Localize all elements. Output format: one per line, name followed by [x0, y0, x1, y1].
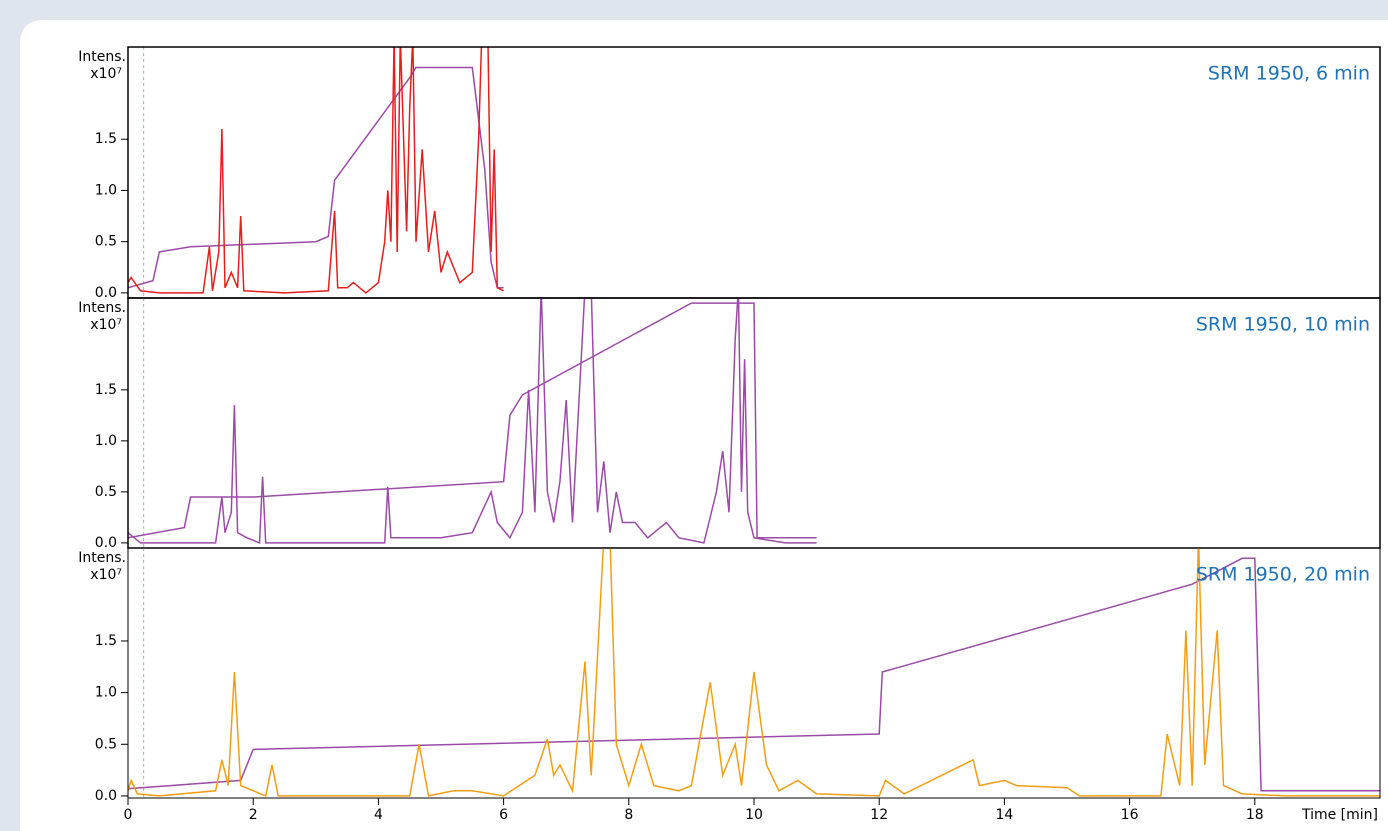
- x-axis-label: Time [min]: [1301, 807, 1378, 823]
- y-axis-label: Intens.: [78, 300, 126, 316]
- x-tick-label: 12: [870, 807, 888, 823]
- y-tick-label: 1.0: [95, 433, 117, 449]
- y-tick-label: 1.0: [95, 685, 117, 701]
- trace: [128, 298, 817, 544]
- x-tick-label: 18: [1246, 807, 1264, 823]
- trace: [128, 557, 1380, 792]
- y-axis-label: Intens.: [78, 49, 126, 65]
- y-axis-unit: x10⁷: [90, 567, 122, 583]
- x-tick-label: 6: [499, 807, 508, 823]
- y-tick-label: 0.0: [95, 535, 117, 551]
- trace: [128, 302, 817, 539]
- x-tick-label: 0: [124, 807, 133, 823]
- x-tick-label: 4: [374, 807, 383, 823]
- y-tick-label: 0.5: [95, 234, 117, 250]
- y-tick-label: 1.5: [95, 131, 117, 147]
- x-tick-label: 10: [745, 807, 763, 823]
- x-tick-label: 2: [249, 807, 258, 823]
- y-tick-label: 1.5: [95, 382, 117, 398]
- y-tick-label: 1.0: [95, 182, 117, 198]
- panel-title: SRM 1950, 20 min: [1196, 564, 1370, 586]
- trace: [128, 548, 1380, 797]
- y-axis-label: Intens.: [78, 550, 126, 566]
- y-tick-label: 0.5: [95, 736, 117, 752]
- trace: [128, 66, 504, 289]
- y-tick-label: 0.0: [95, 285, 117, 301]
- y-tick-label: 0.0: [95, 788, 117, 804]
- x-tick-label: 14: [995, 807, 1013, 823]
- panel-title: SRM 1950, 10 min: [1196, 314, 1370, 336]
- y-axis-unit: x10⁷: [90, 317, 122, 333]
- y-tick-label: 1.5: [95, 633, 117, 649]
- x-tick-label: 16: [1121, 807, 1139, 823]
- y-tick-label: 0.5: [95, 484, 117, 500]
- panel-background: [20, 20, 1388, 831]
- y-axis-unit: x10⁷: [90, 66, 122, 82]
- panel-title: SRM 1950, 6 min: [1208, 63, 1370, 85]
- plot-frame: [127, 547, 1381, 799]
- trace: [128, 47, 504, 294]
- x-tick-label: 8: [624, 807, 633, 823]
